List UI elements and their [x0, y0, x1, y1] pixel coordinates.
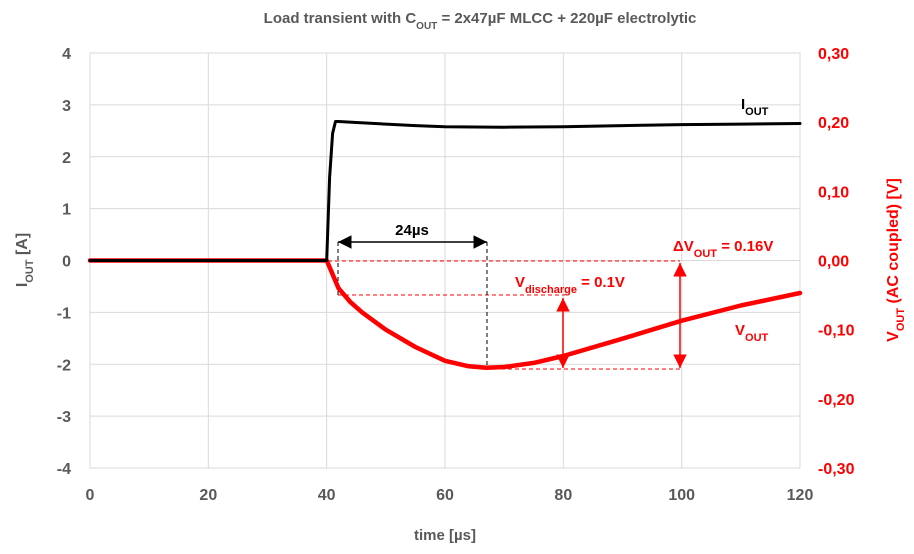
series-group: [87, 120, 803, 370]
iout-series-label: IOUT: [741, 96, 769, 118]
dv-label: ΔVOUT = 0.16V: [673, 238, 773, 260]
left-tick-label: -1: [57, 305, 71, 322]
x-tick-label: 80: [554, 487, 572, 504]
left-tick-label: 0: [62, 254, 71, 271]
x-tick-label: 20: [199, 487, 217, 504]
left-axis-label: IOUT [A]: [14, 233, 36, 287]
series-line-vout: [87, 258, 803, 370]
series-line-iout: [88, 120, 802, 262]
left-tick-label: -3: [57, 409, 71, 426]
right-tick-label: -0,20: [818, 392, 855, 409]
left-tick-label: -2: [57, 357, 71, 374]
right-tick-label: 0,20: [818, 115, 849, 132]
time-span-label: 24µs: [395, 222, 429, 239]
left-tick-label: 2: [62, 150, 71, 167]
x-tick-label: 100: [668, 487, 695, 504]
left-tick-label: 1: [62, 202, 71, 219]
vdis-label: Vdischarge = 0.1V: [515, 274, 625, 296]
left-tick-label: -4: [57, 461, 71, 478]
right-tick-label: 0,10: [818, 184, 849, 201]
chart-title: Load transient with COUT = 2x47µF MLCC +…: [264, 10, 697, 32]
left-tick-label: 4: [62, 46, 71, 63]
vout-series-label: VOUT: [735, 322, 769, 344]
left-axis-ticks: 4 3 2 1 0 -1 -2 -3 -4: [57, 46, 71, 478]
right-tick-label: 0,00: [818, 254, 849, 271]
right-tick-label: -0,10: [818, 323, 855, 340]
x-axis-ticks: 0 20 40 60 80 100 120: [86, 487, 814, 504]
x-tick-label: 0: [86, 487, 95, 504]
right-axis-label: VOUT (AC coupled) [V]: [885, 178, 907, 342]
x-tick-label: 40: [318, 487, 336, 504]
x-tick-label: 60: [436, 487, 454, 504]
right-tick-label: 0,30: [818, 46, 849, 63]
x-tick-label: 120: [787, 487, 814, 504]
x-axis-label: time [µs]: [414, 527, 476, 544]
right-axis-ticks: 0,30 0,20 0,10 0,00 -0,10 -0,20 -0,30: [818, 46, 855, 478]
left-tick-label: 3: [62, 98, 71, 115]
right-tick-label: -0,30: [818, 461, 855, 478]
